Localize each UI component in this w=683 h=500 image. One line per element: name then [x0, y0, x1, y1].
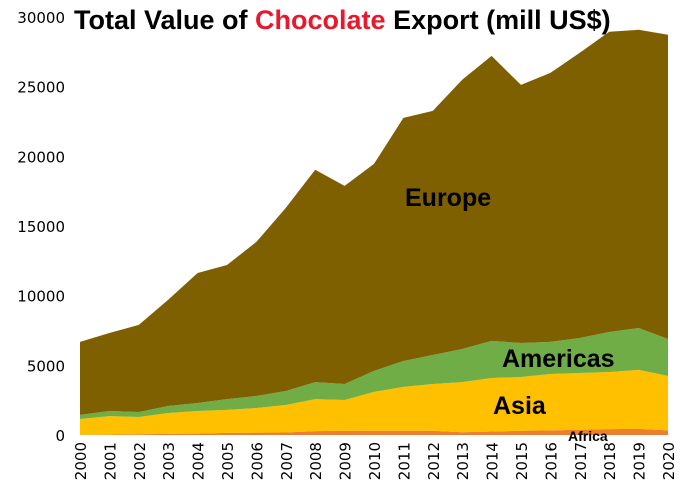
- series-label-europe: Europe: [405, 184, 491, 212]
- y-tick-label: 20000: [17, 148, 65, 166]
- x-tick-label: 2020: [660, 442, 678, 480]
- series-label-americas: Americas: [502, 345, 615, 373]
- title-highlight: Chocolate: [255, 5, 386, 35]
- x-tick-label: 2014: [484, 442, 502, 480]
- x-tick-label: 2013: [454, 442, 472, 480]
- x-tick-label: 2005: [219, 442, 237, 480]
- y-axis-ticks: 0 5000 10000 15000 20000 25000 30000: [17, 9, 65, 445]
- chart-title: Total Value of Chocolate Export (mill US…: [74, 5, 611, 35]
- x-axis-ticks: 2000 2001 2002 2003 2004 2005 2006 2007 2008 2009…: [72, 442, 678, 480]
- series-label-asia: Asia: [493, 392, 547, 420]
- y-tick-label: 30000: [17, 9, 65, 27]
- series-label-africa: Africa: [568, 428, 608, 444]
- y-tick-label: 0: [55, 427, 65, 445]
- x-tick-label: 2011: [395, 442, 413, 480]
- area-europe: [80, 29, 668, 415]
- x-tick-label: 2016: [542, 442, 560, 480]
- y-tick-label: 25000: [17, 79, 65, 97]
- x-tick-label: 2009: [337, 442, 355, 480]
- x-tick-label: 2007: [278, 442, 296, 480]
- x-tick-label: 2006: [248, 442, 266, 480]
- y-tick-label: 15000: [17, 218, 65, 236]
- x-tick-label: 2002: [131, 442, 149, 480]
- x-tick-label: 2003: [160, 442, 178, 480]
- x-tick-label: 2008: [307, 442, 325, 480]
- x-tick-label: 2017: [572, 442, 590, 480]
- area-africa: [80, 428, 668, 435]
- x-tick-label: 2010: [366, 442, 384, 480]
- x-tick-label: 2018: [601, 442, 619, 480]
- x-tick-label: 2004: [190, 442, 208, 480]
- area-asia: [80, 369, 668, 435]
- area-layer: [80, 29, 668, 435]
- x-tick-label: 2015: [513, 442, 531, 480]
- x-tick-label: 2000: [72, 442, 90, 480]
- x-tick-label: 2012: [425, 442, 443, 480]
- x-tick-label: 2019: [631, 442, 649, 480]
- area-americas: [80, 328, 668, 419]
- title-prefix: Total Value of: [74, 5, 255, 35]
- title-suffix: Export (mill US$): [386, 5, 611, 35]
- y-tick-label: 10000: [17, 288, 65, 306]
- x-tick-label: 2001: [101, 442, 119, 480]
- y-tick-label: 5000: [27, 357, 65, 375]
